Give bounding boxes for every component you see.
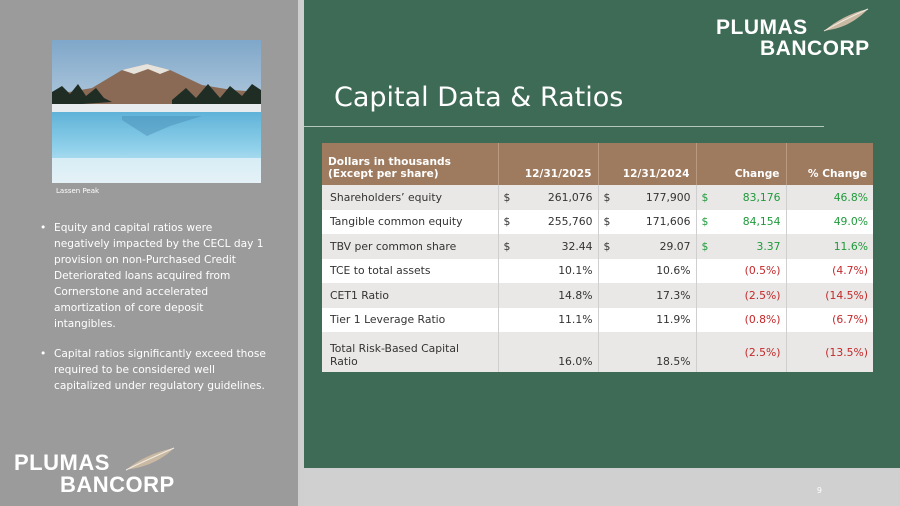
cell-pct-change: 46.8%	[785, 185, 873, 210]
table-row: TCE to total assets 10.1% 10.6% (0.5%) (…	[322, 258, 873, 283]
header-label-line1: Dollars in thousands	[328, 156, 451, 168]
cell-2024: $177,900	[597, 185, 696, 210]
logo-line1: PLUMAS	[716, 16, 808, 39]
feather-icon	[125, 447, 175, 471]
value: 84,154	[742, 215, 781, 229]
row-label-line2: Ratio	[330, 355, 358, 368]
cell-2024: 10.6%	[597, 258, 696, 283]
cell-2025: $261,076	[497, 185, 598, 210]
currency-symbol: $	[603, 215, 611, 229]
cell-2025: 10.1%	[497, 258, 598, 283]
table-row: Total Risk-Based Capital Ratio 16.0% 18.…	[322, 332, 873, 372]
currency-symbol: $	[603, 239, 611, 253]
plumas-bancorp-logo: PLUMAS BANCORP	[14, 447, 175, 497]
value: 261,076	[547, 190, 593, 204]
cell-pct-change: 11.6%	[785, 234, 873, 259]
left-sidebar: Lassen Peak Equity and capital ratios we…	[0, 0, 298, 506]
row-label-line1: Total Risk-Based Capital	[330, 342, 459, 355]
cell-2025: $32.44	[497, 234, 598, 259]
header-label-line2: (Except per share)	[328, 168, 439, 180]
cell-change: (0.5%)	[695, 258, 786, 283]
row-label: Tangible common equity	[322, 209, 498, 234]
row-label: CET1 Ratio	[322, 283, 498, 308]
cell-change: (0.8%)	[695, 307, 786, 332]
title-underline	[304, 126, 824, 127]
cell-pct-change: (4.7%)	[785, 258, 873, 283]
plumas-bancorp-logo-header: PLUMAS BANCORP	[716, 8, 870, 60]
cell-2024: 18.5%	[597, 332, 696, 372]
feather-icon	[823, 8, 869, 32]
currency-symbol: $	[503, 215, 511, 229]
currency-symbol: $	[503, 190, 511, 204]
table-row: Tier 1 Leverage Ratio 11.1% 11.9% (0.8%)…	[322, 307, 873, 332]
cell-change: $84,154	[695, 209, 786, 234]
currency-symbol: $	[701, 215, 709, 229]
cell-2024: $171,606	[597, 209, 696, 234]
table-header-row: Dollars in thousands (Except per share) …	[322, 143, 873, 185]
header-col-change: Change	[695, 143, 786, 185]
table-row: Shareholders’ equity $261,076 $177,900 $…	[322, 185, 873, 210]
value: 29.07	[659, 239, 691, 253]
table-row: TBV per common share $32.44 $29.07 $3.37…	[322, 234, 873, 259]
currency-symbol: $	[701, 239, 709, 253]
mountain-lake-image	[52, 40, 261, 183]
cell-pct-change: 49.0%	[785, 209, 873, 234]
row-label: Shareholders’ equity	[322, 185, 498, 210]
logo-line2: BANCORP	[60, 472, 175, 497]
row-label: TBV per common share	[322, 234, 498, 259]
currency-symbol: $	[503, 239, 511, 253]
bullet-item: Equity and capital ratios were negativel…	[40, 220, 268, 332]
header-col-pct-change: % Change	[785, 143, 873, 185]
header-col-2024: 12/31/2024	[597, 143, 696, 185]
cell-change: $3.37	[695, 234, 786, 259]
logo-line1: PLUMAS	[14, 450, 110, 475]
cell-change: (2.5%)	[695, 283, 786, 308]
table-row: Tangible common equity $255,760 $171,606…	[322, 209, 873, 234]
photo-caption: Lassen Peak	[56, 187, 100, 195]
row-label: Tier 1 Leverage Ratio	[322, 307, 498, 332]
cell-2025: 16.0%	[497, 332, 598, 372]
row-label: TCE to total assets	[322, 258, 498, 283]
cell-2024: $29.07	[597, 234, 696, 259]
cell-2025: 14.8%	[497, 283, 598, 308]
cell-2024: 11.9%	[597, 307, 696, 332]
header-col-2025: 12/31/2025	[497, 143, 598, 185]
row-label: Total Risk-Based Capital Ratio	[322, 332, 498, 372]
lassen-peak-photo	[52, 40, 261, 183]
value: 32.44	[561, 239, 593, 253]
value: 83,176	[742, 190, 781, 204]
cell-pct-change: (6.7%)	[785, 307, 873, 332]
value: 177,900	[645, 190, 691, 204]
cell-change: (2.5%)	[695, 332, 786, 372]
bullet-item: Capital ratios significantly exceed thos…	[40, 346, 268, 394]
cell-change: $83,176	[695, 185, 786, 210]
logo-line2: BANCORP	[760, 37, 870, 60]
cell-2024: 17.3%	[597, 283, 696, 308]
cell-pct-change: (13.5%)	[785, 332, 873, 372]
value: 3.37	[756, 239, 781, 253]
header-label: Dollars in thousands (Except per share)	[322, 143, 498, 185]
value: 171,606	[645, 215, 691, 229]
currency-symbol: $	[603, 190, 611, 204]
cell-pct-change: (14.5%)	[785, 283, 873, 308]
footer-bar: 9	[304, 468, 900, 506]
slide-title: Capital Data & Ratios	[334, 82, 624, 113]
page-number: 9	[816, 486, 822, 495]
table-row: CET1 Ratio 14.8% 17.3% (2.5%) (14.5%)	[322, 283, 873, 308]
bullet-list: Equity and capital ratios were negativel…	[40, 220, 268, 408]
divider-strip	[298, 0, 304, 506]
currency-symbol: $	[701, 190, 709, 204]
capital-ratios-table: Dollars in thousands (Except per share) …	[322, 143, 873, 372]
cell-2025: 11.1%	[497, 307, 598, 332]
value: 255,760	[547, 215, 593, 229]
cell-2025: $255,760	[497, 209, 598, 234]
